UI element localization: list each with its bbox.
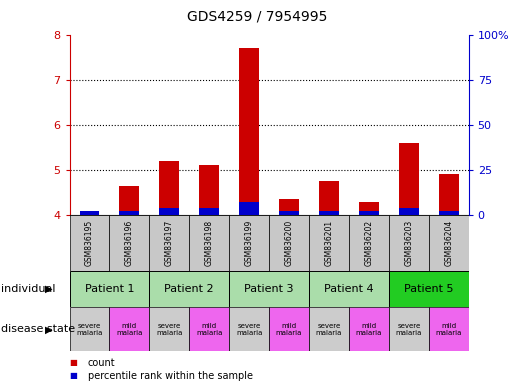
Text: GSM836198: GSM836198 xyxy=(205,220,214,266)
Bar xyxy=(70,271,149,307)
Bar xyxy=(399,143,419,215)
Text: severe
malaria: severe malaria xyxy=(396,323,422,336)
Text: Patient 2: Patient 2 xyxy=(164,284,214,294)
Bar xyxy=(309,215,349,271)
Bar xyxy=(149,307,190,351)
Bar xyxy=(309,271,389,307)
Bar xyxy=(349,307,389,351)
Bar xyxy=(70,215,109,271)
Bar xyxy=(70,307,109,351)
Text: Patient 3: Patient 3 xyxy=(244,284,294,294)
Text: Patient 5: Patient 5 xyxy=(404,284,454,294)
Text: Patient 4: Patient 4 xyxy=(324,284,374,294)
Bar xyxy=(239,202,259,215)
Text: GSM836195: GSM836195 xyxy=(85,220,94,266)
Bar xyxy=(229,271,309,307)
Bar xyxy=(149,271,229,307)
Bar xyxy=(428,215,469,271)
Bar xyxy=(269,215,309,271)
Bar xyxy=(279,212,299,215)
Bar xyxy=(229,307,269,351)
Text: severe
malaria: severe malaria xyxy=(236,323,262,336)
Bar xyxy=(79,212,99,215)
Bar xyxy=(199,208,219,215)
Text: disease state: disease state xyxy=(1,324,75,334)
Bar xyxy=(189,215,229,271)
Text: GSM836199: GSM836199 xyxy=(245,220,253,266)
Text: severe
malaria: severe malaria xyxy=(156,323,182,336)
Text: mild
malaria: mild malaria xyxy=(116,323,143,336)
Bar xyxy=(119,212,140,215)
Bar xyxy=(79,213,99,215)
Text: percentile rank within the sample: percentile rank within the sample xyxy=(88,371,252,381)
Text: GDS4259 / 7954995: GDS4259 / 7954995 xyxy=(187,10,328,23)
Bar xyxy=(279,199,299,215)
Text: mild
malaria: mild malaria xyxy=(356,323,382,336)
Bar xyxy=(229,215,269,271)
Text: ▶: ▶ xyxy=(45,284,53,294)
Text: individual: individual xyxy=(1,284,56,294)
Text: GSM836196: GSM836196 xyxy=(125,220,134,266)
Bar xyxy=(319,181,339,215)
Bar xyxy=(319,212,339,215)
Text: mild
malaria: mild malaria xyxy=(276,323,302,336)
Text: GSM836204: GSM836204 xyxy=(444,220,453,266)
Bar xyxy=(309,307,349,351)
Text: severe
malaria: severe malaria xyxy=(76,323,102,336)
Bar xyxy=(349,215,389,271)
Bar xyxy=(359,202,379,215)
Bar xyxy=(239,48,259,215)
Text: mild
malaria: mild malaria xyxy=(196,323,222,336)
Bar xyxy=(109,307,149,351)
Bar xyxy=(149,215,190,271)
Bar xyxy=(119,186,140,215)
Text: ■: ■ xyxy=(70,371,77,380)
Bar xyxy=(389,271,469,307)
Text: GSM836200: GSM836200 xyxy=(285,220,294,266)
Text: severe
malaria: severe malaria xyxy=(316,323,342,336)
Bar xyxy=(439,212,459,215)
Bar xyxy=(159,161,179,215)
Bar xyxy=(428,307,469,351)
Bar xyxy=(189,307,229,351)
Text: GSM836201: GSM836201 xyxy=(324,220,333,266)
Text: GSM836197: GSM836197 xyxy=(165,220,174,266)
Text: GSM836202: GSM836202 xyxy=(365,220,373,266)
Text: ▶: ▶ xyxy=(45,324,53,334)
Bar xyxy=(359,212,379,215)
Text: mild
malaria: mild malaria xyxy=(436,323,462,336)
Bar xyxy=(399,208,419,215)
Bar xyxy=(199,166,219,215)
Text: GSM836203: GSM836203 xyxy=(404,220,413,266)
Text: ■: ■ xyxy=(70,358,77,367)
Bar xyxy=(389,307,428,351)
Bar xyxy=(109,215,149,271)
Text: count: count xyxy=(88,358,115,368)
Bar xyxy=(439,174,459,215)
Bar xyxy=(269,307,309,351)
Bar xyxy=(159,208,179,215)
Text: Patient 1: Patient 1 xyxy=(84,284,134,294)
Bar xyxy=(389,215,428,271)
